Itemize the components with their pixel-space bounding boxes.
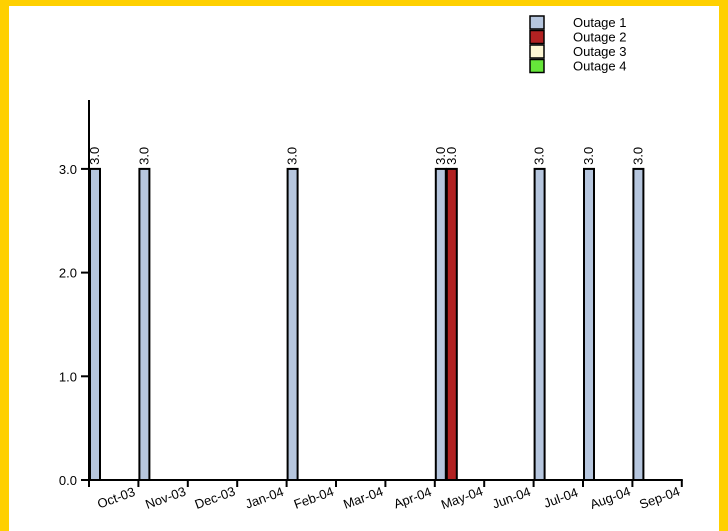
x-tick-label: Sep-04 [637,484,682,512]
bar [533,167,546,481]
y-tick-label: 1.0 [59,369,77,384]
bar [138,167,151,481]
bar [632,167,645,481]
data-label: 3.0 [444,147,459,165]
y-tick-label: 2.0 [59,266,77,281]
legend-label: Outage 4 [573,59,627,74]
x-tick-label: Aug-04 [588,484,633,512]
bar [434,167,447,481]
legend-swatch [529,44,545,59]
data-label: 3.0 [581,147,596,165]
bars [89,167,645,481]
x-tick-label: Mar-04 [341,484,385,512]
x-tick-label: Oct-03 [95,484,137,511]
legend-label: Outage 1 [573,15,627,30]
x-tick-label: Apr-04 [392,484,434,511]
legend-swatch [529,29,545,45]
data-label: 3.0 [136,147,151,165]
legend-label: Outage 2 [573,30,627,45]
x-tick-label: Jul-04 [542,485,580,511]
bar [445,167,458,481]
y-tick-label: 0.0 [59,473,77,488]
data-label: 3.0 [532,147,547,165]
x-tick-label: Feb-04 [292,484,336,512]
x-tick-label: Dec-03 [193,484,238,512]
legend-swatch [529,58,545,74]
data-labels: 3.0 3.0 3.0 3.03.0 3.0 3.0 3.0 [87,147,645,165]
bar [583,167,595,481]
data-label: 3.0 [630,147,645,165]
x-tick-label: Nov-03 [143,484,188,512]
data-label: 3.0 [433,147,448,165]
x-tick-label: Jun-04 [490,484,532,512]
x-tick-label: May-04 [439,483,485,512]
legend-label: Outage 3 [573,44,627,59]
x-tick-label: Jan-04 [243,484,285,512]
data-label: 3.0 [87,147,102,165]
bar [286,167,299,481]
y-tick-label: 3.0 [59,162,77,177]
data-label: 3.0 [285,147,300,165]
bar [89,167,101,481]
legend-swatch [529,15,545,30]
